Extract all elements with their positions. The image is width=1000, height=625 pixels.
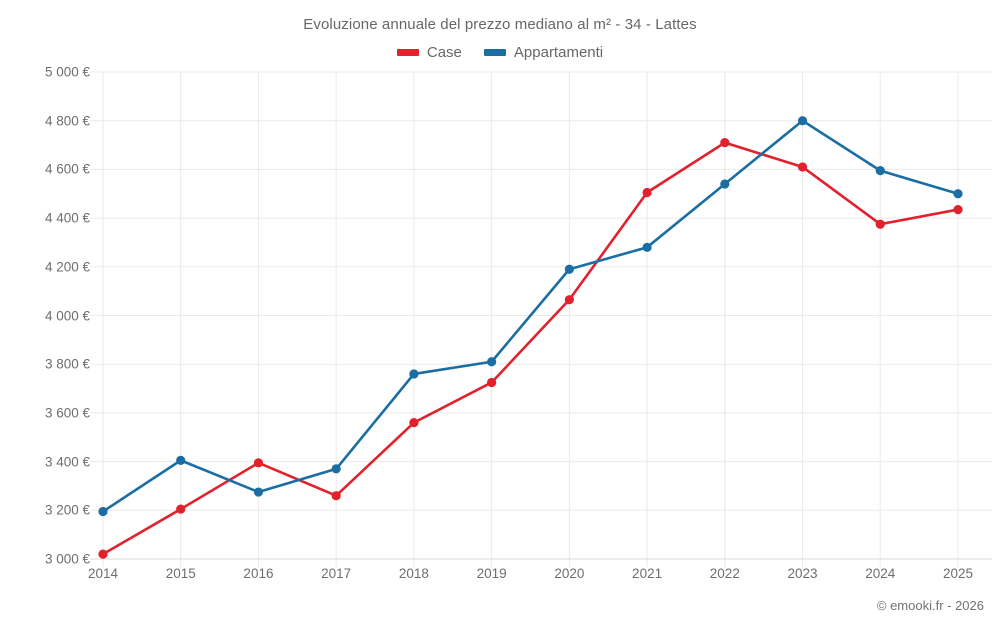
chart-title: Evoluzione annuale del prezzo mediano al… [303, 16, 697, 33]
x-tick-label: 2015 [165, 566, 196, 581]
grid-lines [90, 71, 992, 560]
data-point[interactable] [98, 506, 108, 517]
grid-lines-vertical [102, 72, 959, 567]
data-point[interactable] [253, 487, 264, 497]
y-tick-label: 3 200 € [44, 502, 90, 518]
data-point[interactable] [642, 187, 652, 198]
data-point[interactable] [331, 491, 341, 501]
data-point[interactable] [720, 138, 730, 148]
data-point[interactable] [953, 204, 963, 215]
y-tick-label: 3 000 € [44, 551, 90, 567]
series-appartamenti [98, 116, 963, 517]
legend-label-appartamenti: Appartamenti [513, 44, 604, 61]
x-tick-label: 2016 [243, 566, 274, 581]
legend-color-swatch-appartamenti [483, 49, 506, 56]
x-tick-label: 2014 [87, 566, 119, 581]
data-point[interactable] [176, 504, 186, 514]
legend-item-case[interactable]: Case [396, 44, 462, 61]
series-case [98, 138, 963, 559]
footer-credit: © emooki.fr - 2026 [876, 598, 984, 613]
data-point[interactable] [409, 418, 419, 428]
y-tick-label: 5 000 € [44, 64, 90, 80]
x-tick-label: 2019 [476, 566, 507, 581]
series-line-appartamenti [101, 119, 960, 513]
x-tick-label: 2017 [321, 566, 352, 581]
y-tick-label: 3 400 € [44, 454, 90, 470]
data-point[interactable] [409, 369, 419, 379]
x-tick-label: 2020 [554, 566, 585, 581]
x-tick-label: 2025 [942, 566, 974, 581]
data-point[interactable] [487, 377, 497, 388]
data-point[interactable] [176, 455, 186, 465]
y-axis-labels: 3 000 € 3 200 € 3 400 € 3 600 € 3 800 € 4 000… [8, 0, 90, 625]
legend-label-case: Case [426, 44, 462, 61]
chart-legend: Case Appartamenti [0, 44, 1000, 61]
y-tick-label: 4 600 € [44, 161, 90, 177]
x-tick-label: 2021 [632, 566, 663, 581]
y-tick-label: 4 000 € [44, 308, 90, 323]
data-point[interactable] [487, 357, 497, 367]
data-point[interactable] [331, 464, 341, 474]
x-tick-label: 2018 [398, 566, 429, 581]
y-tick-label: 4 400 € [44, 210, 90, 226]
legend-item-appartamenti[interactable]: Appartamenti [483, 44, 604, 61]
data-point[interactable] [875, 219, 885, 229]
x-tick-label: 2022 [709, 566, 740, 581]
data-point[interactable] [642, 242, 652, 252]
data-point[interactable] [564, 295, 574, 305]
data-point[interactable] [253, 458, 264, 468]
data-point[interactable] [98, 549, 108, 559]
y-tick-label: 4 200 € [44, 259, 90, 275]
x-tick-label: 2024 [865, 566, 896, 581]
x-tick-label: 2023 [787, 566, 818, 581]
y-tick-label: 3 800 € [44, 356, 90, 372]
data-point[interactable] [797, 116, 808, 126]
series-line-case [101, 141, 960, 556]
data-point[interactable] [797, 162, 808, 172]
data-point[interactable] [564, 264, 574, 274]
legend-color-swatch-case [396, 49, 419, 56]
data-point[interactable] [720, 179, 730, 189]
data-point[interactable] [875, 166, 885, 176]
y-tick-label: 3 600 € [44, 405, 90, 421]
y-tick-label: 4 800 € [44, 113, 90, 129]
data-point[interactable] [953, 189, 963, 199]
